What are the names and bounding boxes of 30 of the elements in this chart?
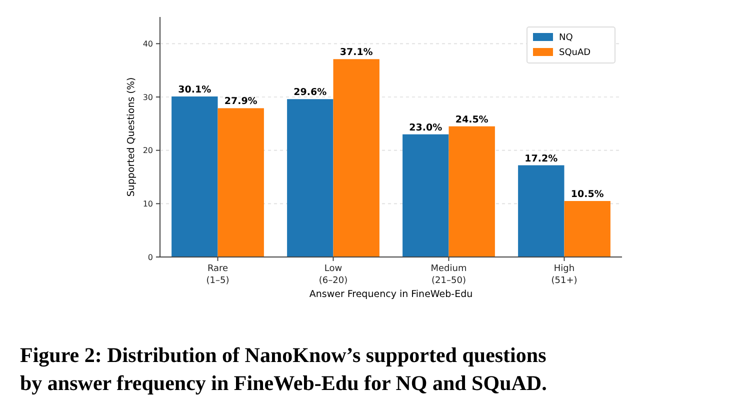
legend-label: SQuAD: [559, 48, 591, 58]
x-tick-label: Medium (21–50): [430, 264, 467, 286]
bar: [333, 59, 380, 257]
data-label: 17.2%: [524, 153, 558, 164]
data-label: 29.6%: [294, 87, 328, 98]
y-tick-label: 0: [148, 252, 153, 262]
x-tick-label: High (51+): [551, 264, 578, 286]
y-tick-label: 10: [142, 199, 153, 208]
data-label: 10.5%: [570, 189, 604, 200]
bar: [218, 108, 264, 257]
bar: [172, 96, 218, 257]
data-label: 23.0%: [409, 122, 443, 134]
bar: [518, 165, 564, 257]
y-tick-label: 30: [142, 92, 153, 102]
data-label: 30.1%: [178, 84, 212, 96]
data-label: 27.9%: [224, 96, 258, 108]
data-label: 24.5%: [455, 114, 489, 126]
x-tick-label: Rare (1–5): [206, 264, 230, 286]
data-label: 37.1%: [340, 47, 374, 58]
caption: Figure 2: Distribution of NanoKnow’s supported questions by answer frequency in FineWeb-Edu for NQ and SQuAD.: [20, 343, 547, 395]
bar: [448, 126, 495, 257]
bar: [402, 134, 449, 257]
bar: [287, 99, 334, 257]
y-tick-label: 20: [142, 146, 153, 156]
legend-label: NQ: [559, 33, 573, 44]
x-axis-title: Answer Frequency in FineWeb-Edu: [309, 289, 473, 300]
bar: [564, 201, 610, 257]
y-tick-label: 40: [142, 39, 153, 48]
y-axis-title: Supported Questions (%): [126, 77, 137, 197]
x-tick-label: Low (6–20): [318, 264, 348, 286]
